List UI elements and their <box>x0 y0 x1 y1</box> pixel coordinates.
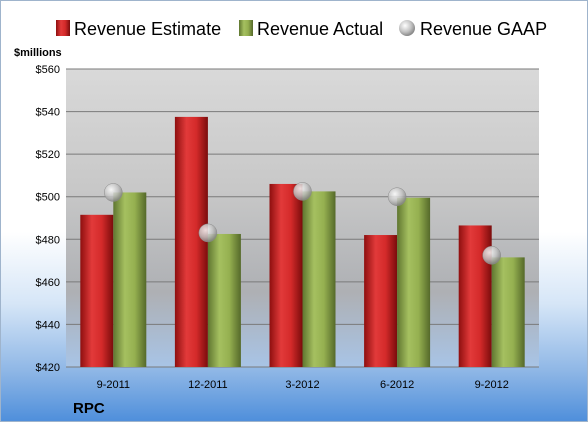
legend-item-actual: Revenue Actual <box>239 19 383 39</box>
legend-label-actual: Revenue Actual <box>257 19 383 39</box>
legend-item-gaap: Revenue GAAP <box>399 19 547 39</box>
actual-bar <box>302 191 336 367</box>
estimate-bar <box>80 214 114 367</box>
y-tick-label: $520 <box>36 149 60 161</box>
x-tick-label: 9-2011 <box>97 379 130 391</box>
x-tick-label: 3-2012 <box>285 379 319 391</box>
legend: Revenue Estimate Revenue Actual Revenue … <box>56 19 547 39</box>
actual-bar <box>207 233 241 367</box>
company-label: RPC <box>73 400 105 417</box>
y-axis-unit-label: $millions <box>14 47 62 59</box>
estimate-bar <box>458 225 492 367</box>
x-tick-label: 6-2012 <box>380 379 414 391</box>
y-tick-label: $480 <box>36 234 60 246</box>
y-tick-label: $560 <box>36 64 60 76</box>
legend-item-estimate: Revenue Estimate <box>56 19 221 39</box>
gaap-marker <box>104 183 123 202</box>
bars <box>80 116 525 368</box>
y-tick-label: $440 <box>36 319 60 331</box>
y-tick-label: $460 <box>36 277 60 289</box>
actual-bar <box>397 197 431 367</box>
y-tick-label: $540 <box>36 107 60 119</box>
actual-bar <box>113 192 147 367</box>
gaap-marker <box>387 187 407 206</box>
gaap-marker <box>293 182 312 201</box>
legend-swatch-actual <box>239 20 253 36</box>
estimate-bar <box>174 116 208 368</box>
legend-swatch-gaap <box>399 20 415 36</box>
x-axis-ticks: 9-2011 12-2011 3-2012 6-2012 9-2012 <box>97 379 509 391</box>
gaap-marker <box>482 246 501 265</box>
estimate-bar <box>364 235 398 367</box>
estimate-bar <box>269 183 303 367</box>
y-tick-label: $420 <box>36 362 60 374</box>
gaap-markers <box>104 182 501 265</box>
legend-label-gaap: Revenue GAAP <box>420 19 547 39</box>
actual-bar <box>491 257 525 367</box>
legend-swatch-estimate <box>56 20 70 36</box>
y-axis-ticks: $420 $440 $460 $480 $500 $520 $540 $560 <box>36 64 60 374</box>
x-tick-label: 9-2012 <box>475 379 509 391</box>
gaap-marker <box>198 223 218 243</box>
y-tick-label: $500 <box>36 192 60 204</box>
x-tick-label: 12-2011 <box>188 379 228 391</box>
legend-label-estimate: Revenue Estimate <box>74 19 221 39</box>
